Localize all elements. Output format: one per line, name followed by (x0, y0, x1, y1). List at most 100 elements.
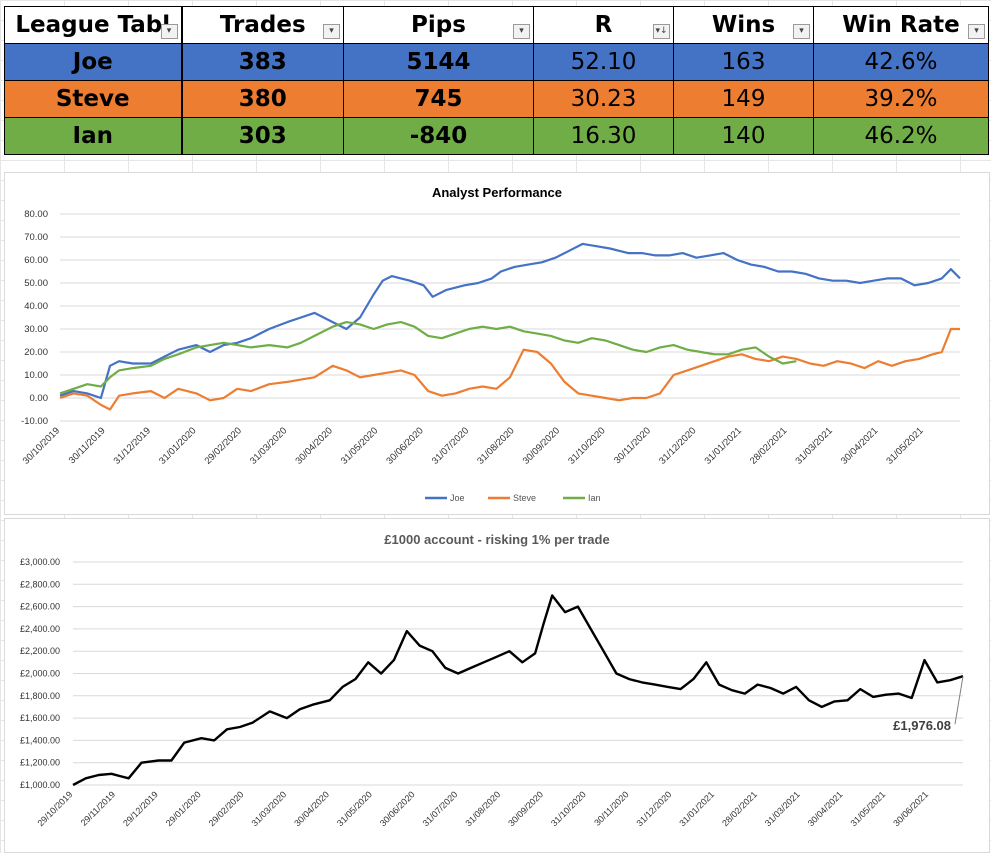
series-line-account (72, 594, 964, 787)
league-table: League Tabl ▾ Trades ▾ Pips ▾ R ▾↓ Wins ▾ Win… (4, 6, 989, 155)
x-tick-label: 31/05/2020 (335, 789, 374, 828)
series-line-joe (59, 242, 961, 400)
x-tick-label: 31/12/2019 (112, 425, 153, 466)
league-table-header-row: League Tabl ▾ Trades ▾ Pips ▾ R ▾↓ Wins ▾ Win… (4, 6, 989, 44)
y-tick-label: £2,600.00 (20, 602, 60, 612)
x-tick-label: 30/11/2020 (592, 789, 630, 827)
legend-label: Steve (513, 493, 536, 503)
x-tick-label: 31/05/2020 (339, 425, 380, 466)
cell-win-rate[interactable]: 46.2% (813, 117, 989, 155)
x-tick-label: 30/11/2020 (612, 425, 653, 466)
y-tick-label: 30.00 (24, 324, 48, 335)
y-tick-label: 70.00 (24, 232, 48, 243)
y-tick-label: £3,000.00 (20, 557, 60, 567)
header-label: Trades (219, 12, 306, 38)
legend-label: Joe (450, 493, 465, 503)
header-label: Pips (411, 12, 466, 38)
dropdown-filter-icon[interactable]: ▾ (160, 24, 178, 39)
dropdown-filter-icon[interactable]: ▾ (793, 24, 810, 39)
cell-pips[interactable]: -840 (343, 117, 534, 155)
x-tick-label: 31/10/2020 (549, 789, 588, 828)
cell-wins[interactable]: 140 (673, 117, 814, 155)
x-tick-label: 30/06/2020 (384, 425, 425, 466)
cell-wins[interactable]: 163 (673, 43, 814, 81)
header-r: R ▾↓ (533, 6, 674, 44)
cell-name[interactable]: Joe (4, 43, 183, 81)
x-tick-label: 29/11/2019 (79, 789, 117, 827)
cell-r[interactable]: 16.30 (533, 117, 674, 155)
x-tick-label: 30/09/2020 (506, 789, 545, 828)
x-tick-label: 31/07/2020 (421, 789, 460, 828)
cell-name[interactable]: Ian (4, 117, 183, 155)
x-tick-label: 31/10/2020 (566, 425, 607, 466)
y-tick-label: £2,800.00 (20, 579, 60, 589)
x-tick-label: 29/01/2020 (164, 789, 203, 828)
cell-name[interactable]: Steve (4, 80, 183, 118)
x-tick-label: 31/01/2021 (677, 789, 716, 828)
cell-wins[interactable]: 149 (673, 80, 814, 118)
y-tick-label: 10.00 (24, 370, 48, 381)
y-tick-label: 80.00 (24, 209, 48, 220)
cell-pips[interactable]: 745 (343, 80, 534, 118)
header-trades: Trades ▾ (181, 6, 344, 44)
x-tick-label: 30/11/2019 (67, 425, 108, 466)
cell-pips[interactable]: 5144 (343, 43, 534, 81)
chart-title: £1000 account - risking 1% per trade (384, 532, 609, 547)
cell-r[interactable]: 30.23 (533, 80, 674, 118)
x-tick-label: 30/10/2019 (21, 425, 62, 466)
x-tick-label: 31/03/2020 (248, 425, 289, 466)
y-tick-label: £2,200.00 (20, 646, 60, 656)
y-tick-label: £1,800.00 (20, 691, 60, 701)
x-tick-label: 30/09/2020 (521, 425, 562, 466)
cell-win-rate[interactable]: 42.6% (813, 43, 989, 81)
y-tick-label: 50.00 (24, 278, 48, 289)
x-tick-label: 30/04/2021 (839, 425, 880, 466)
cell-r[interactable]: 52.10 (533, 43, 674, 81)
account-growth-svg: £1000 account - risking 1% per trade £3,0… (20, 532, 964, 828)
y-tick-label: 20.00 (24, 347, 48, 358)
annotation-leader (954, 676, 964, 725)
analyst-performance-svg: Analyst Performance 80.00 70.00 60.00 50.00 4… (21, 185, 961, 503)
cell-trades[interactable]: 303 (181, 117, 344, 155)
chart-title: Analyst Performance (432, 185, 562, 200)
cell-win-rate[interactable]: 39.2% (813, 80, 989, 118)
x-tick-label: 31/01/2021 (703, 425, 744, 466)
x-tick-label: 31/08/2020 (475, 425, 516, 466)
header-label: Win Rate (842, 12, 960, 38)
dropdown-filter-icon[interactable]: ▾ (513, 24, 530, 39)
series-line-ian (59, 321, 797, 395)
sort-filter-icon[interactable]: ▾↓ (653, 24, 670, 39)
table-row: Steve 380 745 30.23 149 39.2% (4, 80, 989, 118)
analyst-performance-chart[interactable]: Analyst Performance 80.00 70.00 60.00 50.00 4… (4, 172, 990, 515)
y-tick-label: £2,000.00 (20, 669, 60, 679)
header-label: R (594, 12, 613, 38)
x-tick-label: 29/02/2020 (203, 425, 244, 466)
dropdown-filter-icon[interactable]: ▾ (968, 24, 985, 39)
cell-trades[interactable]: 380 (181, 80, 344, 118)
header-pips: Pips ▾ (343, 6, 534, 44)
x-tick-label: 31/03/2020 (249, 789, 288, 828)
x-tick-label: 31/12/2020 (657, 425, 698, 466)
x-tick-label: 31/01/2020 (157, 425, 198, 466)
y-tick-label: £1,000.00 (20, 780, 60, 790)
cell-trades[interactable]: 383 (181, 43, 344, 81)
x-tick-label: 30/06/2020 (378, 789, 417, 828)
y-tick-label: 60.00 (24, 255, 48, 266)
account-growth-chart[interactable]: £1000 account - risking 1% per trade £3,0… (4, 518, 990, 853)
x-tick-label: 31/03/2021 (793, 425, 834, 466)
x-tick-label: 31/05/2021 (884, 425, 925, 466)
dropdown-filter-icon[interactable]: ▾ (323, 24, 340, 39)
header-label: League Tabl (15, 12, 171, 38)
x-tick-label: 31/07/2020 (430, 425, 471, 466)
y-tick-label: £1,400.00 (20, 735, 60, 745)
x-tick-label: 29/12/2019 (121, 789, 160, 828)
legend-label: Ian (588, 493, 601, 503)
x-tick-label: 31/05/2021 (848, 789, 887, 828)
x-tick-label: 28/02/2021 (720, 789, 759, 828)
annotation-label: £1,976.08 (893, 718, 951, 733)
y-tick-label: £1,600.00 (20, 713, 60, 723)
y-tick-label: £1,200.00 (20, 758, 60, 768)
table-row: Joe 383 5144 52.10 163 42.6% (4, 43, 989, 81)
x-tick-label: 30/04/2021 (806, 789, 845, 828)
header-win-rate: Win Rate ▾ (813, 6, 989, 44)
